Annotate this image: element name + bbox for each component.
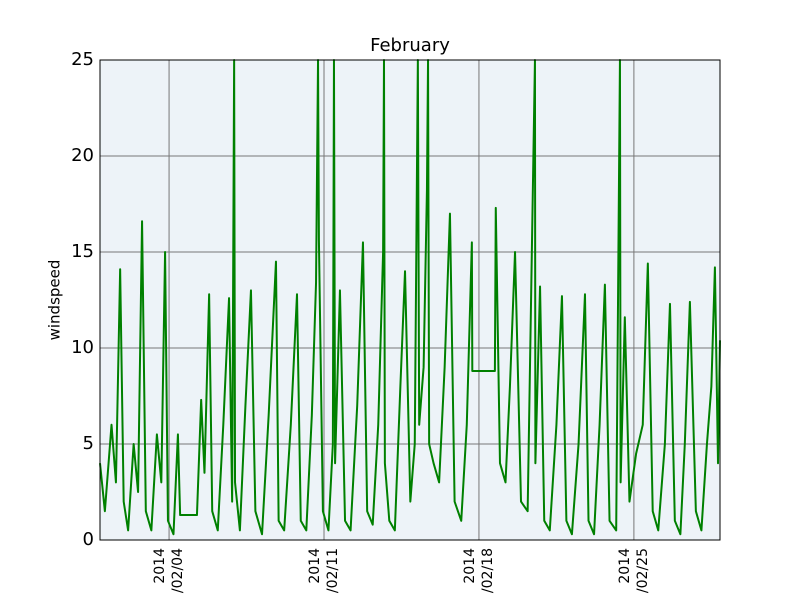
y-tick-label: 5 [83,433,94,454]
y-tick-label: 25 [71,49,94,70]
x-tick-label: 2014/02/04 [152,548,186,593]
y-axis-label: windspeed [46,260,64,341]
y-tick-label: 10 [71,337,94,358]
y-tick-label: 20 [71,145,94,166]
x-tick-label: 2014/02/25 [617,548,651,593]
axes-frame [99,59,721,541]
chart-title: February [370,35,450,56]
x-tick-label: 2014/02/11 [307,548,341,593]
x-tick-label: 2014/02/18 [462,548,496,593]
y-tick-label: 0 [83,529,94,550]
y-tick-label: 15 [71,241,94,262]
data-line [99,59,721,536]
